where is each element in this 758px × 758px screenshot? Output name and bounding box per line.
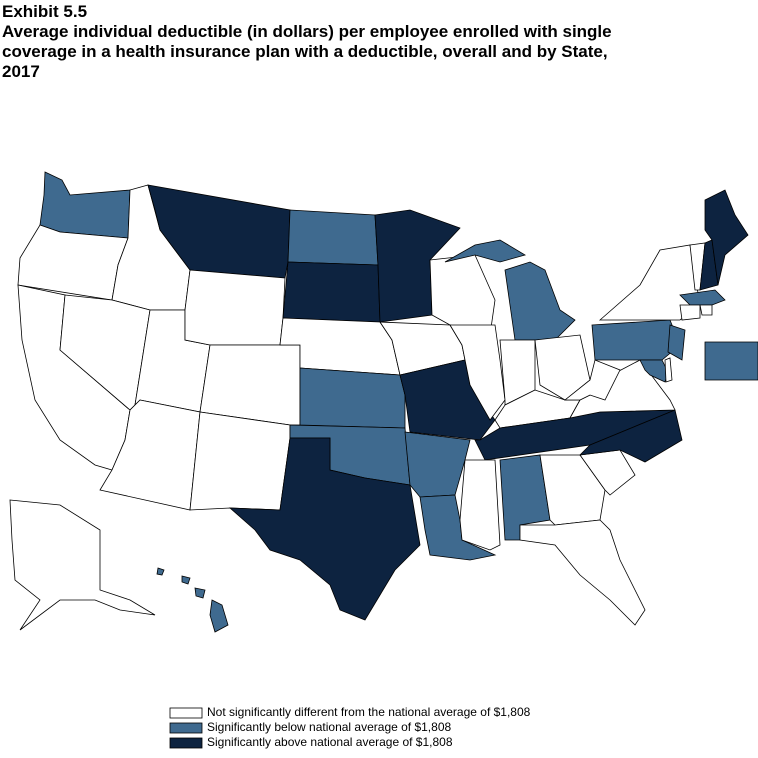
state (39, 171, 131, 239)
state (704, 189, 749, 286)
state (199, 344, 301, 426)
state (504, 261, 576, 341)
state (667, 324, 686, 361)
exhibit-label: Exhibit 5.5 (2, 2, 88, 21)
legend-swatch (169, 737, 203, 749)
legend-label: Not significantly different from the nat… (207, 705, 531, 719)
state (459, 459, 501, 551)
legend-label: Significantly below national average of … (207, 720, 451, 734)
legend-swatch (169, 722, 203, 734)
state (519, 519, 646, 626)
state (699, 304, 713, 316)
state (704, 341, 758, 381)
state (181, 575, 191, 585)
state (287, 209, 379, 266)
state (184, 269, 286, 346)
state (449, 324, 506, 421)
title-line: 2017 (2, 62, 40, 81)
state (9, 499, 156, 631)
state (299, 367, 406, 429)
state (419, 494, 497, 561)
state (156, 567, 165, 576)
title-line: coverage in a health insurance plan with… (2, 42, 608, 61)
state (679, 289, 726, 306)
state (429, 254, 496, 336)
state (209, 599, 229, 633)
state (563, 359, 621, 401)
state (664, 357, 673, 383)
state (591, 319, 681, 361)
legend-label: Significantly above national average of … (207, 735, 453, 749)
state (194, 587, 206, 599)
state (282, 261, 381, 323)
state (404, 431, 471, 498)
state (228, 437, 421, 621)
state (444, 239, 527, 263)
legend-swatch (169, 707, 203, 719)
state (639, 359, 669, 383)
state (189, 411, 291, 511)
title-block: Exhibit 5.5 Average individual deductibl… (2, 2, 612, 82)
title-line: Average individual deductible (in dollar… (2, 22, 612, 41)
state (679, 304, 701, 321)
